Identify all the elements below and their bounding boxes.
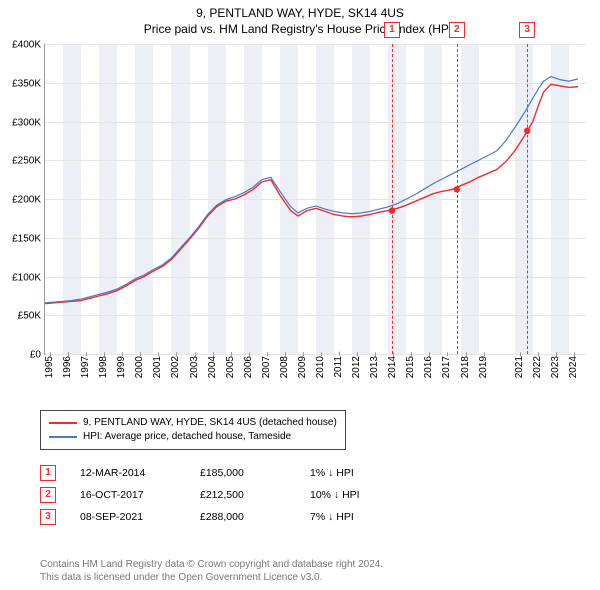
x-tick-label: 2023 bbox=[550, 356, 561, 378]
table-row: 1 12-MAR-2014£185,0001% ↓ HPI bbox=[40, 462, 420, 484]
sale-marker-badge: 3 bbox=[519, 22, 535, 38]
title-line-2: Price paid vs. HM Land Registry's House … bbox=[0, 22, 600, 38]
x-tick-label: 2019 bbox=[478, 356, 489, 378]
y-gridline: £0 bbox=[45, 354, 587, 355]
y-tick-label: £100K bbox=[12, 272, 41, 283]
x-tick-label: 2003 bbox=[189, 356, 200, 378]
x-tick-label: 2004 bbox=[207, 356, 218, 378]
sale-price: £185,000 bbox=[200, 467, 310, 479]
sale-marker-badge: 1 bbox=[384, 22, 400, 38]
y-tick-label: £150K bbox=[12, 233, 41, 244]
footer-line-2: This data is licensed under the Open Gov… bbox=[40, 571, 383, 584]
sale-date: 08-SEP-2021 bbox=[80, 511, 200, 523]
x-tick-label: 1996 bbox=[62, 356, 73, 378]
x-tick-label: 2009 bbox=[297, 356, 308, 378]
sale-marker-badge: 2 bbox=[449, 22, 465, 38]
x-tick-label: 1998 bbox=[98, 356, 109, 378]
sale-diff: 7% ↓ HPI bbox=[310, 511, 420, 523]
x-tick-label: 2006 bbox=[243, 356, 254, 378]
legend-label: 9, PENTLAND WAY, HYDE, SK14 4US (detache… bbox=[83, 416, 337, 430]
x-tick-label: 2001 bbox=[152, 356, 163, 378]
table-row: 3 08-SEP-2021£288,0007% ↓ HPI bbox=[40, 506, 420, 528]
x-tick-label: 2011 bbox=[333, 356, 344, 378]
footer-line-1: Contains HM Land Registry data © Crown c… bbox=[40, 558, 383, 571]
sale-date: 16-OCT-2017 bbox=[80, 489, 200, 501]
y-tick-label: £250K bbox=[12, 156, 41, 167]
plot-area: £0£50K£100K£150K£200K£250K£300K£350K£400… bbox=[44, 44, 587, 355]
sale-badge: 1 bbox=[40, 465, 56, 481]
sale-price: £288,000 bbox=[200, 511, 310, 523]
chart-container: { "title_line1":"9, PENTLAND WAY, HYDE, … bbox=[0, 0, 600, 590]
y-tick-label: £300K bbox=[12, 117, 41, 128]
x-tick-label: 2013 bbox=[369, 356, 380, 378]
x-tick-label: 2008 bbox=[279, 356, 290, 378]
y-tick-label: £0 bbox=[30, 350, 41, 361]
x-axis-ticks: 1995 1996 1997 1998 1999 2000 2001 2002 2003 2004… bbox=[44, 356, 586, 414]
sale-badge: 3 bbox=[40, 509, 56, 525]
y-tick-label: £200K bbox=[12, 195, 41, 206]
y-tick-label: £350K bbox=[12, 78, 41, 89]
x-tick-label: 1999 bbox=[116, 356, 127, 378]
legend-swatch bbox=[49, 422, 77, 424]
x-tick-label: 2007 bbox=[261, 356, 272, 378]
sale-date: 12-MAR-2014 bbox=[80, 467, 200, 479]
title-line-1: 9, PENTLAND WAY, HYDE, SK14 4US bbox=[0, 6, 600, 22]
x-tick-label: 2010 bbox=[315, 356, 326, 378]
footer-attribution: Contains HM Land Registry data © Crown c… bbox=[40, 558, 383, 584]
x-tick-label: 2012 bbox=[351, 356, 362, 378]
x-tick-label: 2014 bbox=[387, 356, 398, 378]
x-tick-label: 1997 bbox=[80, 356, 91, 378]
x-tick-label: 2022 bbox=[532, 356, 543, 378]
x-tick-label: 2024 bbox=[568, 356, 579, 378]
y-tick-label: £50K bbox=[18, 311, 41, 322]
y-tick-label: £400K bbox=[12, 40, 41, 51]
legend-swatch bbox=[49, 436, 77, 438]
x-tick-label: 2016 bbox=[423, 356, 434, 378]
sale-badge: 2 bbox=[40, 487, 56, 503]
sale-diff: 10% ↓ HPI bbox=[310, 489, 420, 501]
sale-price: £212,500 bbox=[200, 489, 310, 501]
x-tick-label: 2015 bbox=[405, 356, 416, 378]
legend-label: HPI: Average price, detached house, Tame… bbox=[83, 430, 291, 444]
series-line bbox=[45, 77, 578, 303]
x-tick-label: 2021 bbox=[514, 356, 525, 378]
chart-titles: 9, PENTLAND WAY, HYDE, SK14 4US Price pa… bbox=[0, 0, 600, 37]
legend-item: HPI: Average price, detached house, Tame… bbox=[49, 430, 337, 444]
sales-table: 1 12-MAR-2014£185,0001% ↓ HPI 2 16-OCT-2017… bbox=[40, 462, 420, 528]
x-tick-label: 2017 bbox=[441, 356, 452, 378]
x-tick-label: 1995 bbox=[44, 356, 55, 378]
x-tick-label: 2018 bbox=[460, 356, 471, 378]
table-row: 2 16-OCT-2017£212,50010% ↓ HPI bbox=[40, 484, 420, 506]
x-tick-label: 2002 bbox=[170, 356, 181, 378]
legend-box: 9, PENTLAND WAY, HYDE, SK14 4US (detache… bbox=[40, 410, 346, 450]
x-tick-label: 2005 bbox=[225, 356, 236, 378]
legend-item: 9, PENTLAND WAY, HYDE, SK14 4US (detache… bbox=[49, 416, 337, 430]
x-tick-label: 2000 bbox=[134, 356, 145, 378]
series-line bbox=[45, 84, 578, 303]
sale-diff: 1% ↓ HPI bbox=[310, 467, 420, 479]
